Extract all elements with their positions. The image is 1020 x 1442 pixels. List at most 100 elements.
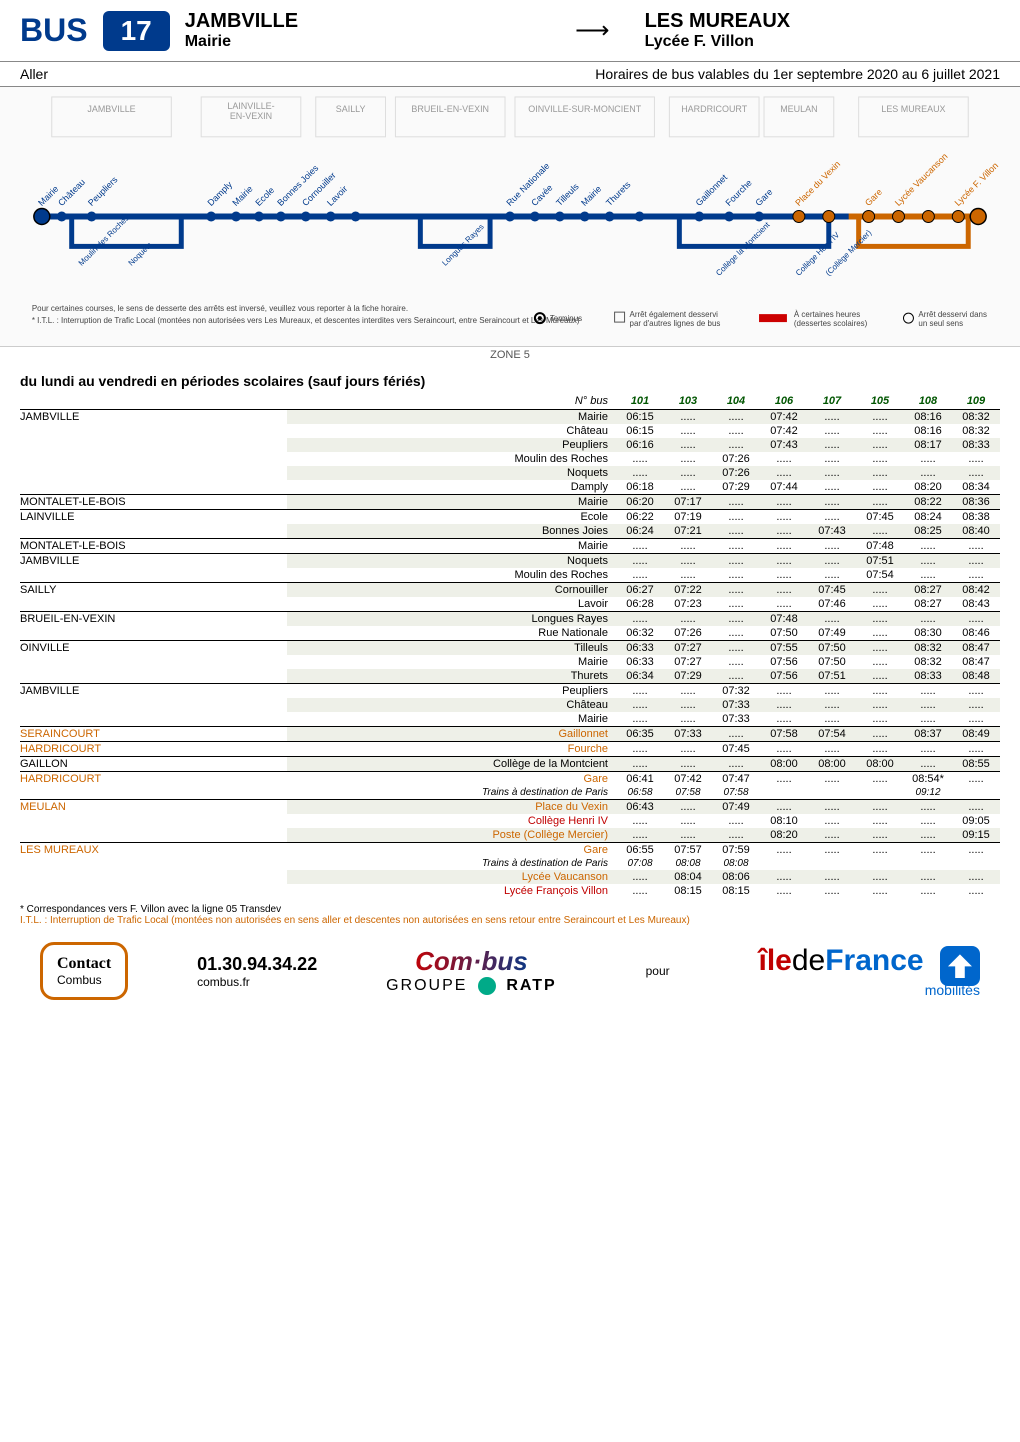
svg-text:(dessertes scolaires): (dessertes scolaires) [794,319,868,328]
idfm-logo: îledeFrance mobilités [759,944,980,999]
time-cell: ..... [616,466,664,480]
town-cell: JAMBVILLE [20,554,287,569]
town-cell [20,424,287,438]
time-cell: 08:37 [904,727,952,742]
time-cell: 08:54* [904,772,952,787]
to-subtitle: Lycée F. Villon [645,33,1000,51]
time-cell: 07:29 [712,480,760,495]
table-row: JAMBVILLEMairie06:15..........07:42.....… [20,410,1000,425]
time-cell: ..... [664,684,712,699]
time-cell: ..... [712,612,760,627]
time-cell: 07:58 [760,727,808,742]
time-cell: ..... [760,452,808,466]
time-cell: 08:55 [952,757,1000,772]
time-cell: ..... [808,612,856,627]
time-cell: ..... [664,568,712,583]
time-cell: ..... [856,583,904,598]
town-cell: JAMBVILLE [20,684,287,699]
time-cell: ..... [664,466,712,480]
time-cell: 08:25 [904,524,952,539]
time-cell: ..... [952,684,1000,699]
time-cell: ..... [616,814,664,828]
time-cell: ..... [808,814,856,828]
stop-cell: Moulin des Roches [287,568,616,583]
time-cell: 07:51 [856,554,904,569]
time-cell: ..... [952,800,1000,815]
groupe-ratp-logo: GROUPE RATP [386,977,557,995]
time-cell: 08:24 [904,510,952,525]
time-cell: 06:32 [616,626,664,641]
time-cell: ..... [808,466,856,480]
table-row: SERAINCOURTGaillonnet06:3507:33.....07:5… [20,727,1000,742]
time-cell: ..... [904,712,952,727]
time-cell: 06:43 [616,800,664,815]
town-cell [20,524,287,539]
time-cell: 06:22 [616,510,664,525]
time-cell: ..... [856,669,904,684]
table-row: Rue Nationale06:3207:26.....07:5007:49..… [20,626,1000,641]
stop-cell: Thurets [287,669,616,684]
stop-cell: Mairie [287,410,616,425]
time-cell: 08:33 [904,669,952,684]
time-cell: 08:40 [952,524,1000,539]
stop-cell: Noquets [287,466,616,480]
time-cell: 06:33 [616,641,664,656]
time-cell: ..... [904,568,952,583]
time-cell: 08:30 [904,626,952,641]
time-cell: 07:26 [712,466,760,480]
stop-cell: Lycée François Villon [287,884,616,898]
town-cell [20,597,287,612]
time-cell: ..... [760,568,808,583]
table-row: JAMBVILLENoquets........................… [20,554,1000,569]
contact-sub: Combus [57,973,111,987]
svg-text:Gare: Gare [863,187,884,208]
stop-cell: Collège de la Montcient [287,757,616,772]
svg-text:LAINVILLE-: LAINVILLE- [227,101,274,111]
town-cell [20,626,287,641]
idfm-arrow-icon [940,946,980,986]
time-cell: ..... [664,698,712,712]
footnote-star: * Correspondances vers F. Villon avec la… [20,904,1000,915]
time-cell: 06:27 [616,583,664,598]
time-cell: 08:27 [904,583,952,598]
direction-arrow-icon: ⟶ [555,16,629,45]
table-row: Collège Henri IV...............08:10....… [20,814,1000,828]
town-cell: BRUEIL-EN-VEXIN [20,612,287,627]
time-cell: ..... [712,814,760,828]
time-cell: ..... [808,568,856,583]
time-cell: ..... [808,712,856,727]
time-cell: ..... [664,554,712,569]
time-cell: ..... [664,480,712,495]
time-cell: ..... [856,684,904,699]
time-cell: 08:32 [904,655,952,669]
time-cell [952,786,1000,800]
time-cell: 07:42 [664,772,712,787]
from-subtitle: Mairie [185,33,540,51]
time-cell: ..... [808,684,856,699]
route-to: LES MUREAUX Lycée F. Villon [645,10,1000,51]
time-cell: ..... [952,712,1000,727]
time-cell: 07:27 [664,641,712,656]
table-row: Château..........07:33..................… [20,698,1000,712]
stop-cell: Collège Henri IV [287,814,616,828]
validity-text: Horaires de bus valables du 1er septembr… [595,66,1000,82]
table-row: Trains à destination de Paris06:5807:580… [20,786,1000,800]
svg-text:Damply: Damply [205,179,234,208]
time-cell: 08:43 [952,597,1000,612]
svg-text:Pour certaines courses, le sen: Pour certaines courses, le sens de desse… [32,304,408,313]
time-cell: ..... [856,480,904,495]
time-cell: ..... [808,884,856,898]
schedule-title: du lundi au vendredi en périodes scolair… [0,363,1020,393]
bus-label: BUS [20,12,88,49]
town-cell [20,857,287,870]
svg-text:Cavée: Cavée [529,183,554,208]
time-cell: ..... [856,884,904,898]
town-cell [20,712,287,727]
table-row: SAILLYCornouiller06:2707:22..........07:… [20,583,1000,598]
time-cell: ..... [712,727,760,742]
time-cell: ..... [952,698,1000,712]
svg-text:Arrêt desservi dans: Arrêt desservi dans [918,310,987,319]
stop-cell: Noquets [287,554,616,569]
time-cell: ..... [616,828,664,843]
town-cell: OINVILLE [20,641,287,656]
